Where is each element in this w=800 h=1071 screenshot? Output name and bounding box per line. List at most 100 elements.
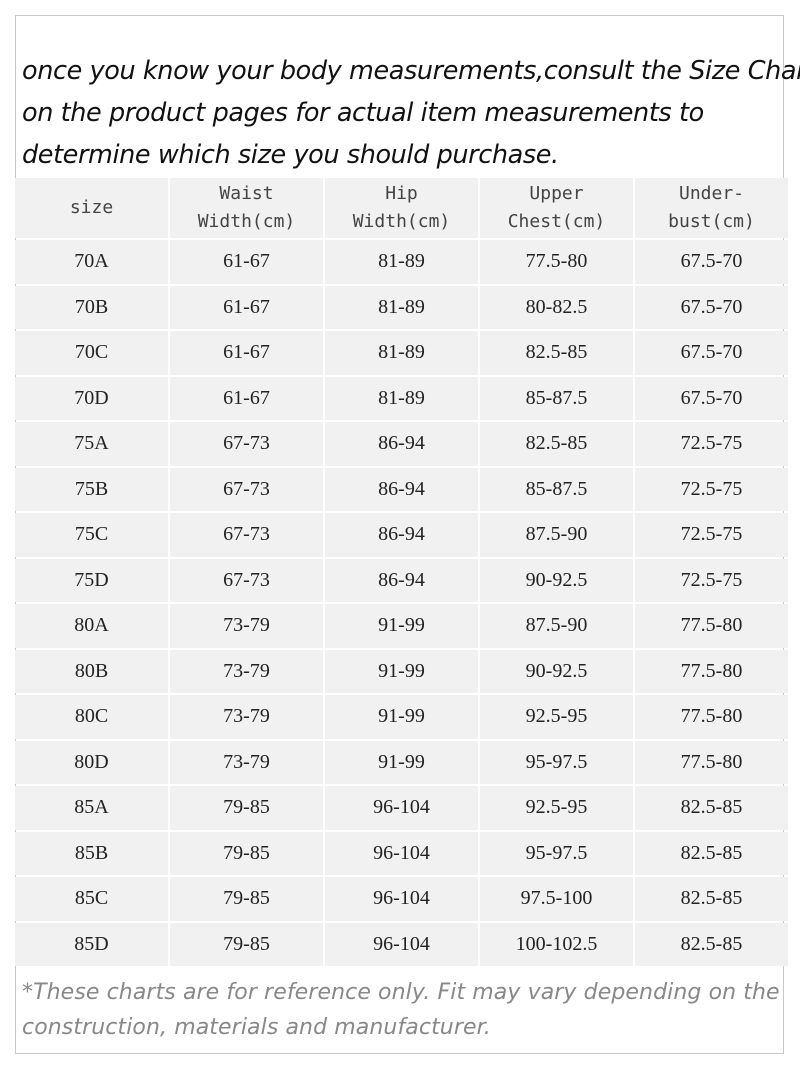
- table-cell: 86-94: [325, 558, 478, 602]
- table-cell: 85-87.5: [480, 376, 633, 420]
- table-cell: 82.5-85: [480, 331, 633, 375]
- table-cell: 77.5-80: [635, 740, 788, 784]
- header-line: bust(cm): [668, 211, 755, 232]
- table-cell: 77.5-80: [635, 649, 788, 693]
- table-cell: 80C: [15, 695, 168, 739]
- table-cell: 79-85: [170, 831, 323, 875]
- table-cell: 90-92.5: [480, 649, 633, 693]
- header-cell: Hip Width(cm): [325, 178, 478, 238]
- intro-line: determine which size you should purchase…: [22, 140, 559, 170]
- table-cell: 92.5-95: [480, 786, 633, 830]
- header-line: Width(cm): [197, 211, 296, 232]
- table-cell: 96-104: [325, 786, 478, 830]
- table-cell: 73-79: [170, 740, 323, 784]
- note-line: *These charts are for reference only. Fi…: [22, 980, 780, 1005]
- intro-line: once you know your body measurements,con…: [22, 56, 800, 86]
- header-line: Upper: [529, 183, 584, 204]
- table-cell: 82.5-85: [635, 877, 788, 921]
- header-cell: Upper Chest(cm): [480, 178, 633, 238]
- table-cell: 73-79: [170, 649, 323, 693]
- table-cell: 67-73: [170, 467, 323, 511]
- table-cell: 86-94: [325, 467, 478, 511]
- header-line: size: [69, 197, 114, 218]
- table-cell: 77.5-80: [635, 604, 788, 648]
- table-cell: 85B: [15, 831, 168, 875]
- table-cell: 70D: [15, 376, 168, 420]
- table-cell: 81-89: [325, 376, 478, 420]
- table-cell: 86-94: [325, 422, 478, 466]
- header-line: Hip: [385, 183, 418, 204]
- table-cell: 67.5-70: [635, 240, 788, 284]
- table-cell: 82.5-85: [480, 422, 633, 466]
- table-cell: 85C: [15, 877, 168, 921]
- table-cell: 87.5-90: [480, 604, 633, 648]
- table-cell: 96-104: [325, 922, 478, 966]
- table-cell: 80B: [15, 649, 168, 693]
- table-cell: 61-67: [170, 331, 323, 375]
- table-cell: 70B: [15, 285, 168, 329]
- intro-text: once you know your body measurements,con…: [22, 50, 800, 176]
- table-cell: 96-104: [325, 877, 478, 921]
- table-cell: 86-94: [325, 513, 478, 557]
- table-cell: 75D: [15, 558, 168, 602]
- table-cell: 80A: [15, 604, 168, 648]
- table-cell: 81-89: [325, 240, 478, 284]
- header-line: Chest(cm): [507, 211, 606, 232]
- table-cell: 75A: [15, 422, 168, 466]
- table-cell: 96-104: [325, 831, 478, 875]
- table-cell: 67.5-70: [635, 376, 788, 420]
- table-cell: 77.5-80: [480, 240, 633, 284]
- note-line: construction, materials and manufacturer…: [22, 1015, 491, 1040]
- table-cell: 81-89: [325, 331, 478, 375]
- table-cell: 85A: [15, 786, 168, 830]
- table-cell: 72.5-75: [635, 558, 788, 602]
- table-cell: 72.5-75: [635, 467, 788, 511]
- header-line: Waist: [219, 183, 274, 204]
- table-cell: 85-87.5: [480, 467, 633, 511]
- table-cell: 67.5-70: [635, 331, 788, 375]
- table-cell: 70A: [15, 240, 168, 284]
- table-cell: 61-67: [170, 285, 323, 329]
- table-cell: 82.5-85: [635, 922, 788, 966]
- table-cell: 90-92.5: [480, 558, 633, 602]
- table-cell: 97.5-100: [480, 877, 633, 921]
- table-cell: 92.5-95: [480, 695, 633, 739]
- table-cell: 82.5-85: [635, 831, 788, 875]
- header-cell: Waist Width(cm): [170, 178, 323, 238]
- table-cell: 70C: [15, 331, 168, 375]
- header-line: Width(cm): [352, 211, 451, 232]
- table-cell: 73-79: [170, 604, 323, 648]
- table-cell: 73-79: [170, 695, 323, 739]
- table-cell: 87.5-90: [480, 513, 633, 557]
- table-cell: 91-99: [325, 740, 478, 784]
- footnote: *These charts are for reference only. Fi…: [22, 975, 780, 1045]
- table-cell: 80-82.5: [480, 285, 633, 329]
- table-cell: 75C: [15, 513, 168, 557]
- size-table: size Waist Width(cm) Hip Width(cm) Upper Chest…: [15, 178, 788, 966]
- table-cell: 91-99: [325, 604, 478, 648]
- header-cell: size: [15, 178, 168, 238]
- table-cell: 95-97.5: [480, 740, 633, 784]
- header-cell: Under-bust(cm): [635, 178, 788, 238]
- table-cell: 91-99: [325, 649, 478, 693]
- header-line: Under-: [678, 183, 745, 204]
- table-cell: 81-89: [325, 285, 478, 329]
- table-cell: 82.5-85: [635, 786, 788, 830]
- table-cell: 72.5-75: [635, 513, 788, 557]
- table-cell: 75B: [15, 467, 168, 511]
- table-cell: 67-73: [170, 558, 323, 602]
- table-cell: 67-73: [170, 513, 323, 557]
- table-cell: 100-102.5: [480, 922, 633, 966]
- table-cell: 67.5-70: [635, 285, 788, 329]
- table-cell: 80D: [15, 740, 168, 784]
- table-cell: 61-67: [170, 240, 323, 284]
- table-cell: 79-85: [170, 922, 323, 966]
- table-cell: 72.5-75: [635, 422, 788, 466]
- table-cell: 85D: [15, 922, 168, 966]
- table-cell: 79-85: [170, 786, 323, 830]
- table-cell: 91-99: [325, 695, 478, 739]
- intro-line: on the product pages for actual item mea…: [22, 98, 704, 128]
- table-cell: 67-73: [170, 422, 323, 466]
- table-cell: 77.5-80: [635, 695, 788, 739]
